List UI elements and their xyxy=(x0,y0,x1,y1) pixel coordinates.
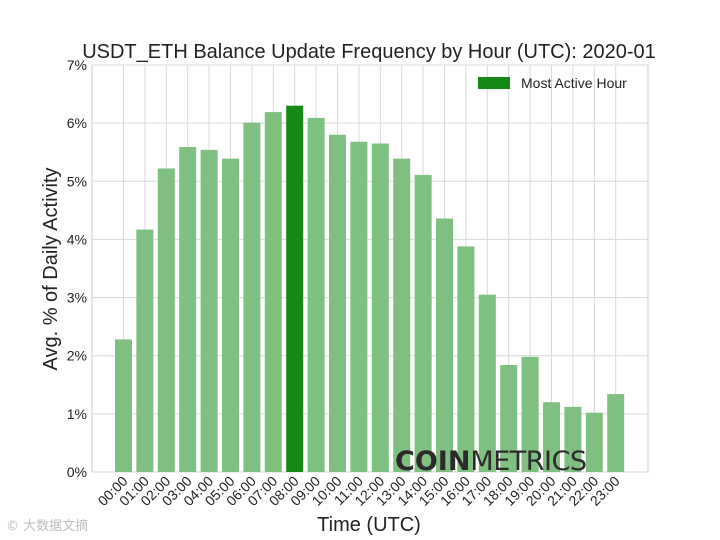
x-tick-labels: 00:0001:0002:0003:0004:0005:0006:0007:00… xyxy=(95,473,623,509)
bar xyxy=(350,141,368,472)
bar xyxy=(478,294,496,472)
y-tick-label: 7% xyxy=(67,57,87,73)
legend-swatch xyxy=(478,77,510,89)
y-tick-label: 5% xyxy=(67,173,87,189)
legend-label: Most Active Hour xyxy=(521,75,627,91)
legend: Most Active Hour xyxy=(478,75,627,91)
watermark-coin: COIN xyxy=(395,446,470,477)
bar xyxy=(200,149,218,473)
watermark-metrics: METRICS xyxy=(470,446,586,477)
y-tick-label: 3% xyxy=(67,290,87,306)
y-tick-label: 2% xyxy=(67,348,87,364)
bar xyxy=(543,402,560,472)
bar xyxy=(179,146,197,472)
y-axis-label: Avg. % of Daily Activity xyxy=(40,167,62,370)
y-tick-label: 1% xyxy=(67,406,87,422)
y-tick-labels: 0% 1% 2% 3% 4% 5% 6% 7% xyxy=(67,57,87,480)
x-axis-label: Time (UTC) xyxy=(317,514,421,536)
bar xyxy=(222,158,239,473)
svg-text:COINMETRICS: COINMETRICS xyxy=(395,446,586,477)
bar xyxy=(457,246,475,472)
bar xyxy=(436,218,453,472)
bar xyxy=(585,412,603,472)
bar xyxy=(136,229,154,472)
bar-most-active-hour xyxy=(286,105,304,472)
corner-watermark: © 大数据文摘 xyxy=(6,519,89,534)
bars xyxy=(115,105,625,473)
bar xyxy=(393,158,411,473)
bar xyxy=(414,174,432,472)
bar xyxy=(564,406,582,472)
bar xyxy=(157,168,175,472)
y-tick-label: 6% xyxy=(67,115,87,131)
bar xyxy=(371,143,389,472)
bar xyxy=(264,112,282,473)
bar xyxy=(521,356,539,472)
y-tick-label: 4% xyxy=(67,231,87,247)
bar xyxy=(500,365,518,472)
bar xyxy=(243,122,261,472)
bar xyxy=(307,117,325,472)
bar xyxy=(329,134,346,472)
bar xyxy=(115,339,132,472)
y-tick-label: 0% xyxy=(67,464,87,480)
bar xyxy=(607,394,625,472)
chart-title: USDT_ETH Balance Update Frequency by Hou… xyxy=(82,41,656,63)
coinmetrics-watermark: COINMETRICS xyxy=(395,446,587,477)
